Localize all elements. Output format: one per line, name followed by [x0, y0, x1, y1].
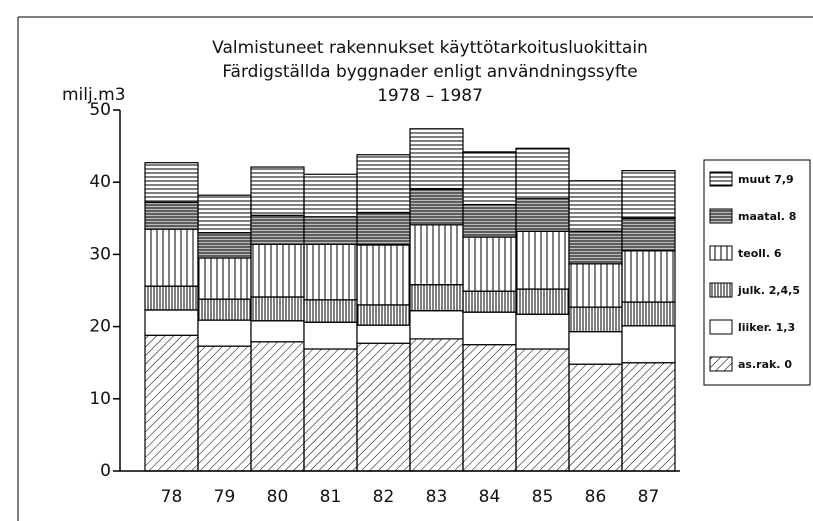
bar-segment [409, 284, 464, 312]
x-tick-label: 82 [373, 487, 395, 507]
bar-segment [144, 228, 199, 287]
y-tick-label: 40 [89, 172, 111, 192]
x-tick-label: 85 [532, 487, 554, 507]
x-tick-label: 83 [426, 487, 448, 507]
bar-segment [462, 203, 517, 238]
bar-segment [462, 151, 517, 206]
bar-segment [462, 311, 517, 346]
chart-title: 1978 – 1987 [377, 86, 483, 106]
bar-segment [197, 194, 252, 234]
bar-segment [462, 290, 517, 313]
bar-segment [462, 236, 517, 292]
bar-segment [356, 211, 411, 246]
legend [703, 159, 811, 386]
bar-segment [197, 232, 252, 259]
bar-segment [356, 304, 411, 326]
bar-segment [409, 128, 464, 190]
legend-swatch [709, 171, 733, 187]
legend-swatch [709, 208, 733, 224]
x-tick-label: 87 [638, 487, 660, 507]
bar-segment [568, 263, 623, 308]
y-tick-label: 50 [89, 100, 111, 120]
bar-segment [568, 306, 623, 333]
x-tick-label: 84 [479, 487, 501, 507]
legend-swatch [709, 245, 733, 261]
legend-swatch [709, 356, 733, 372]
bar-segment [568, 331, 623, 365]
bar-segment [197, 298, 252, 321]
bar-segment [303, 216, 358, 245]
bar-segment [515, 147, 570, 200]
bar-segment [409, 310, 464, 340]
bar-segment [409, 338, 464, 472]
bar-segment [621, 170, 676, 219]
bar-segment [356, 244, 411, 306]
bar-segment [197, 345, 252, 472]
bar-segment [303, 243, 358, 301]
legend-label: teoll. 6 [738, 247, 782, 260]
bar-segment [356, 324, 411, 344]
bar-segment [250, 296, 305, 322]
legend-label: maatal. 8 [738, 210, 796, 223]
legend-label: as.rak. 0 [738, 358, 792, 371]
bar-segment [356, 342, 411, 472]
bar-segment [250, 214, 305, 245]
bar-segment [303, 348, 358, 472]
legend-label: liiker. 1,3 [738, 321, 795, 334]
bar-segment [515, 230, 570, 290]
bar-segment [621, 217, 676, 252]
bar-segment [197, 319, 252, 347]
y-tick-label: 30 [89, 244, 111, 264]
bar-segment [515, 348, 570, 472]
bar-segment [409, 188, 464, 226]
legend-swatch [709, 319, 733, 335]
bar-segment [144, 309, 199, 336]
x-tick-label: 79 [214, 487, 236, 507]
x-tick-label: 86 [585, 487, 607, 507]
bar-segment [621, 301, 676, 327]
bar-segment [250, 243, 305, 298]
bar-segment [409, 224, 464, 286]
bar-segment [303, 299, 358, 323]
bar-segment [621, 250, 676, 303]
bar-segment [250, 320, 305, 343]
bar-segment [197, 257, 252, 300]
bar-segment [568, 180, 623, 232]
x-tick-label: 78 [161, 487, 183, 507]
bar-segment [515, 198, 570, 232]
bar-segment [144, 285, 199, 311]
bar-segment [568, 363, 623, 472]
bar-segment [303, 321, 358, 350]
bar-segment [356, 154, 411, 214]
bar-segment [144, 201, 199, 230]
chart-title: Valmistuneet rakennukset käyttötarkoitus… [212, 38, 648, 58]
y-tick-label: 0 [100, 461, 111, 481]
bar-segment [462, 344, 517, 472]
bar-segment [515, 313, 570, 350]
y-tick-label: 10 [89, 389, 111, 409]
legend-label: muut 7,9 [738, 173, 794, 186]
chart-title: Färdigställda byggnader enligt användnin… [222, 62, 637, 82]
bar-segment [568, 230, 623, 265]
y-axis-label: milj.m3 [62, 85, 126, 105]
bar-segment [144, 334, 199, 472]
bar-segment [250, 166, 305, 217]
bar-segment [144, 162, 199, 204]
x-tick-label: 81 [320, 487, 342, 507]
legend-label: julk. 2,4,5 [737, 284, 800, 297]
bar-segment [621, 362, 676, 472]
y-tick-label: 20 [89, 317, 111, 337]
legend-swatch [709, 282, 733, 298]
bar-segment [250, 341, 305, 472]
x-tick-label: 80 [267, 487, 289, 507]
bar-segment [621, 325, 676, 364]
bar-segment [303, 173, 358, 218]
bar-segment [515, 288, 570, 315]
